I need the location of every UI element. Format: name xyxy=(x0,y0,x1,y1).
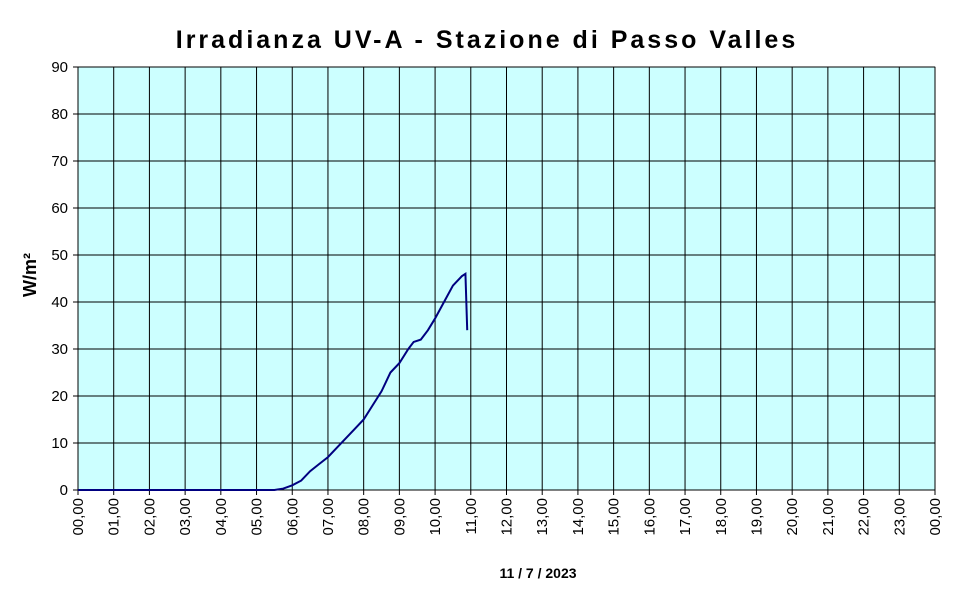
x-tick-label: 00,00 xyxy=(927,498,944,536)
x-tick-label: 13,00 xyxy=(534,498,551,536)
x-tick-label: 18,00 xyxy=(713,498,730,536)
x-tick-label: 02,00 xyxy=(141,498,158,536)
y-tick-label: 80 xyxy=(51,106,68,123)
x-tick-label: 20,00 xyxy=(784,498,801,536)
y-tick-label: 30 xyxy=(51,341,68,358)
x-tick-label: 17,00 xyxy=(677,498,694,536)
y-tick-label: 70 xyxy=(51,153,68,170)
x-tick-label: 05,00 xyxy=(249,498,266,536)
x-tick-label: 12,00 xyxy=(499,498,516,536)
x-tick-label: 15,00 xyxy=(606,498,623,536)
chart-title: Irradianza UV-A - Stazione di Passo Vall… xyxy=(176,26,798,54)
x-tick-label: 10,00 xyxy=(427,498,444,536)
data-line xyxy=(78,271,469,491)
x-tick-label: 22,00 xyxy=(856,498,873,536)
x-tick-label: 16,00 xyxy=(641,498,658,536)
y-tick-label: 90 xyxy=(51,59,68,76)
x-tick-label: 06,00 xyxy=(284,498,301,536)
y-axis-label: W/m² xyxy=(20,253,40,297)
x-tick-label: 11,00 xyxy=(463,498,480,534)
x-tick-label: 21,00 xyxy=(820,498,837,536)
x-tick-label: 07,00 xyxy=(320,498,337,536)
x-tick-label: 03,00 xyxy=(177,498,194,536)
y-tick-label: 10 xyxy=(51,435,68,452)
y-tick-label: 20 xyxy=(51,388,68,405)
x-tick-label: 08,00 xyxy=(356,498,373,536)
x-tick-label: 01,00 xyxy=(106,498,123,536)
x-tick-label: 04,00 xyxy=(213,498,230,536)
x-tick-label: 14,00 xyxy=(570,498,587,536)
y-tick-label: 0 xyxy=(60,482,68,499)
x-tick-label: 19,00 xyxy=(748,498,765,536)
x-tick-label: 09,00 xyxy=(391,498,408,536)
x-tick-label: 23,00 xyxy=(891,498,908,536)
y-tick-label: 40 xyxy=(51,294,68,311)
y-tick-label: 60 xyxy=(51,200,68,217)
x-tick-label: 00,00 xyxy=(70,498,87,536)
x-axis-label: 11 / 7 / 2023 xyxy=(499,565,576,581)
y-tick-label: 50 xyxy=(51,247,68,264)
